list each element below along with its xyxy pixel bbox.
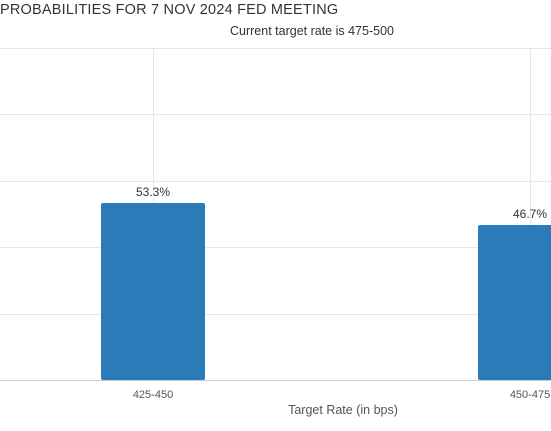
x-tick-label-425-450: 425-450 bbox=[133, 389, 173, 401]
x-tick-labels: 425-450 450-475 bbox=[133, 389, 550, 401]
bar-450-475[interactable] bbox=[478, 224, 551, 380]
data-label-425-450: 53.3% bbox=[136, 185, 170, 199]
data-labels: 53.3% 46.7% bbox=[136, 185, 547, 221]
x-axis-label: Target Rate (in bps) bbox=[288, 403, 398, 417]
chart-title: PROBABILITIES FOR 7 NOV 2024 FED MEETING bbox=[0, 2, 339, 18]
data-label-450-475: 46.7% bbox=[513, 207, 547, 221]
bar-425-450[interactable] bbox=[101, 203, 205, 380]
chart-subtitle: Current target rate is 475-500 bbox=[230, 24, 394, 38]
grid-lines bbox=[0, 48, 551, 381]
x-tick-label-450-475: 450-475 bbox=[510, 389, 550, 401]
bars bbox=[101, 203, 551, 380]
